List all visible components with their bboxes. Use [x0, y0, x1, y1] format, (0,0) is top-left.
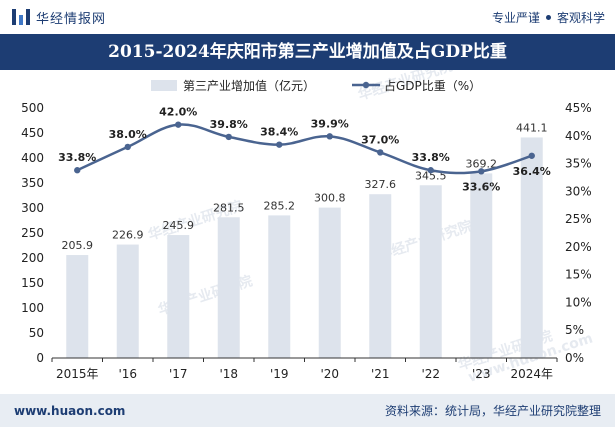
legend-label-line: 占GDP比重（%） — [384, 78, 481, 93]
y-left-tick-label: 400 — [21, 151, 44, 165]
line-value-label: 33.8% — [412, 151, 450, 164]
line-value-label: 37.0% — [361, 133, 399, 146]
y-left-tick-label: 100 — [21, 301, 44, 315]
line-point — [225, 133, 232, 141]
chart-area: 华经产业研究院华经产业研究院华经产业研究院华经产业研究院华经产业研究院www.h… — [21, 70, 595, 386]
tagline-dot-icon — [545, 14, 551, 20]
line-point — [478, 168, 485, 175]
footer-source: 资料来源：统计局，华经产业研究院整理 — [384, 404, 601, 418]
bar-value-label: 285.2 — [264, 199, 296, 212]
line-value-label: 38.4% — [260, 126, 298, 139]
legend: 第三产业增加值（亿元） 占GDP比重（%） — [151, 78, 481, 93]
brand-name: 华经情报网 — [36, 11, 107, 27]
y-left-tick-label: 200 — [21, 251, 44, 265]
line-series: 33.8% 38.0% 42.0% 39.8% 38.4% 39.9% 37.0% 33.8%… — [58, 106, 551, 194]
line-point — [326, 133, 333, 140]
y-right-tick-label: 10% — [565, 295, 592, 309]
x-tick-label: '20 — [320, 367, 339, 381]
y-right-tick-label: 5% — [565, 323, 584, 337]
y-right-tick-label: 30% — [565, 184, 592, 198]
bar — [369, 194, 392, 358]
y-right-tick-label: 45% — [565, 101, 592, 115]
line-point — [74, 167, 81, 174]
legend-swatch-bar — [151, 80, 177, 91]
y-left-tick-label: 150 — [21, 276, 44, 290]
x-tick-label: 2024年 — [510, 367, 553, 381]
bar — [470, 173, 493, 358]
tagline: 专业严谨 客观科学 — [492, 9, 605, 26]
bar — [419, 185, 442, 358]
brand-logo-icon — [12, 9, 30, 25]
line-value-label: 38.0% — [109, 128, 147, 141]
y-left-tick-label: 450 — [21, 126, 44, 140]
x-tick-label: '17 — [169, 367, 188, 381]
legend-swatch-line-point — [362, 81, 370, 89]
line-value-label: 33.6% — [462, 180, 500, 193]
bar — [520, 137, 543, 358]
x-tick-label: '19 — [270, 367, 289, 381]
x-tick-label: '16 — [118, 367, 137, 381]
line-value-label: 39.8% — [210, 118, 248, 131]
line-point — [276, 141, 283, 148]
legend-label-bar: 第三产业增加值（亿元） — [183, 78, 315, 93]
bar-value-label: 226.9 — [112, 229, 144, 242]
y-right-tick-label: 20% — [565, 240, 592, 254]
line-value-label: 36.4% — [513, 165, 551, 178]
bar — [66, 255, 89, 358]
bar-value-label: 300.8 — [314, 192, 346, 205]
bar-value-label: 369.2 — [466, 157, 498, 170]
tagline-b: 客观科学 — [556, 10, 605, 25]
bar-value-label: 441.1 — [516, 121, 548, 134]
line-point — [124, 143, 131, 151]
x-tick-label: '18 — [219, 367, 238, 381]
bar-value-label: 245.9 — [163, 219, 195, 232]
line-path — [76, 123, 533, 175]
bar-value-label: 281.5 — [213, 201, 245, 214]
x-tick-label: '23 — [472, 367, 491, 381]
footer-site: www.huaon.com — [14, 403, 126, 418]
y-left-tick-label: 500 — [21, 101, 44, 115]
line-value-label: 39.9% — [311, 117, 349, 130]
y-left-tick-label: 0 — [36, 351, 44, 365]
y-left-tick-label: 250 — [21, 226, 44, 240]
line-value-label: 33.8% — [58, 151, 96, 164]
bar — [167, 235, 190, 358]
x-tick-label: '22 — [421, 367, 440, 381]
x-tick-label: 2015年 — [56, 367, 99, 381]
line-point — [377, 149, 384, 156]
footer: www.huaon.com 资料来源：统计局，华经产业研究院整理 — [0, 394, 615, 427]
y-right-tick-label: 35% — [565, 157, 592, 171]
y-left-tick-label: 300 — [21, 201, 44, 215]
bar-value-label: 327.6 — [365, 178, 397, 191]
bar — [318, 207, 341, 358]
top-bar: 华经情报网 专业严谨 客观科学 — [0, 0, 615, 34]
x-tick-label: '21 — [371, 367, 390, 381]
y-right-tick-label: 0% — [565, 351, 584, 365]
y-right-tick-label: 25% — [565, 212, 592, 226]
chart-title: 2015-2024年庆阳市第三产业增加值及占GDP比重 — [0, 34, 615, 70]
tagline-a: 专业严谨 — [491, 10, 540, 25]
y-right-tick-label: 15% — [565, 268, 592, 282]
bar — [116, 244, 139, 358]
line-point — [427, 167, 434, 174]
line-point — [175, 121, 182, 128]
line-value-label: 42.0% — [159, 106, 197, 119]
brand: 华经情报网 — [12, 8, 106, 27]
bar — [268, 215, 291, 358]
line-point — [528, 152, 535, 159]
axes: 2015年 '16 '17 '18 '19 '20 '21 '22 '23 2024年 0 50 100… — [21, 101, 592, 381]
bar — [217, 217, 240, 358]
bar-value-label: 205.9 — [62, 239, 94, 252]
y-left-tick-label: 50 — [29, 326, 44, 340]
y-left-tick-label: 350 — [21, 176, 44, 190]
y-right-tick-label: 40% — [565, 129, 592, 143]
